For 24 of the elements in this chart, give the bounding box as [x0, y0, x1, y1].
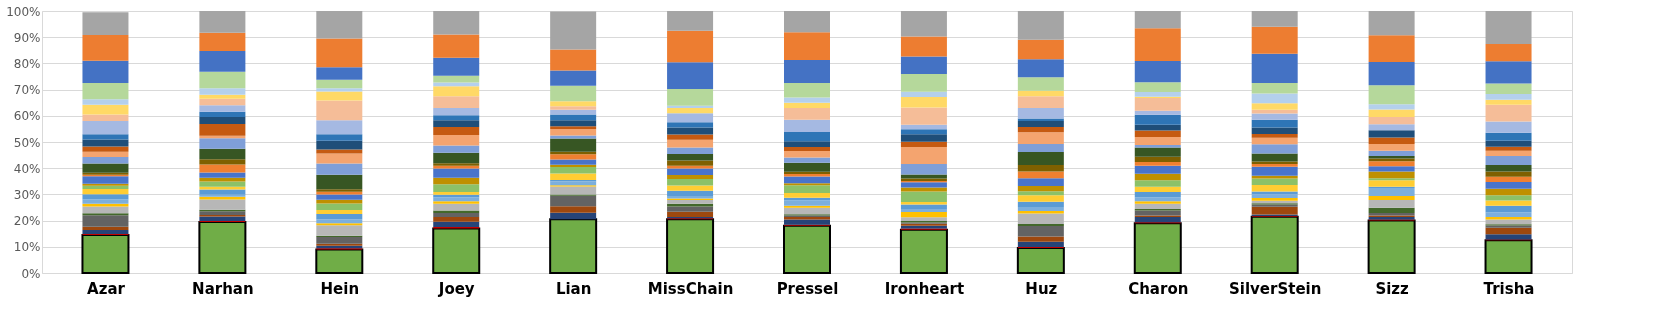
x-tick-label: Hein	[320, 279, 360, 298]
y-tick-label: 0%	[21, 266, 41, 281]
y-tick-label: 60%	[13, 109, 41, 124]
y-tick-label: 80%	[13, 56, 41, 71]
x-tick-label: MissChain	[647, 279, 734, 298]
x-tick-label: Pressel	[776, 279, 839, 298]
y-tick-label: 10%	[13, 240, 41, 255]
x-tick-label: Huz	[1025, 279, 1058, 298]
y-tick-label: 50%	[13, 135, 41, 150]
y-tick-label: 70%	[13, 83, 41, 98]
y-tick-label: 90%	[13, 30, 41, 45]
x-tick-label: SilverStein	[1228, 279, 1322, 298]
x-tick-label: Azar	[87, 279, 126, 298]
x-tick-label: Trisha	[1483, 279, 1535, 298]
x-tick-label: Ironheart	[884, 279, 965, 298]
x-tick-label: Narhan	[192, 279, 254, 298]
y-tick-label: 30%	[13, 187, 41, 202]
x-tick-label: Joey	[437, 279, 475, 298]
x-tick-label: Lian	[555, 279, 592, 298]
y-tick-label: 100%	[6, 4, 41, 19]
y-tick-label: 40%	[13, 161, 41, 176]
x-tick-label: Sizz	[1375, 279, 1410, 298]
y-tick-label: 20%	[13, 214, 41, 229]
x-tick-label: Charon	[1128, 279, 1189, 298]
